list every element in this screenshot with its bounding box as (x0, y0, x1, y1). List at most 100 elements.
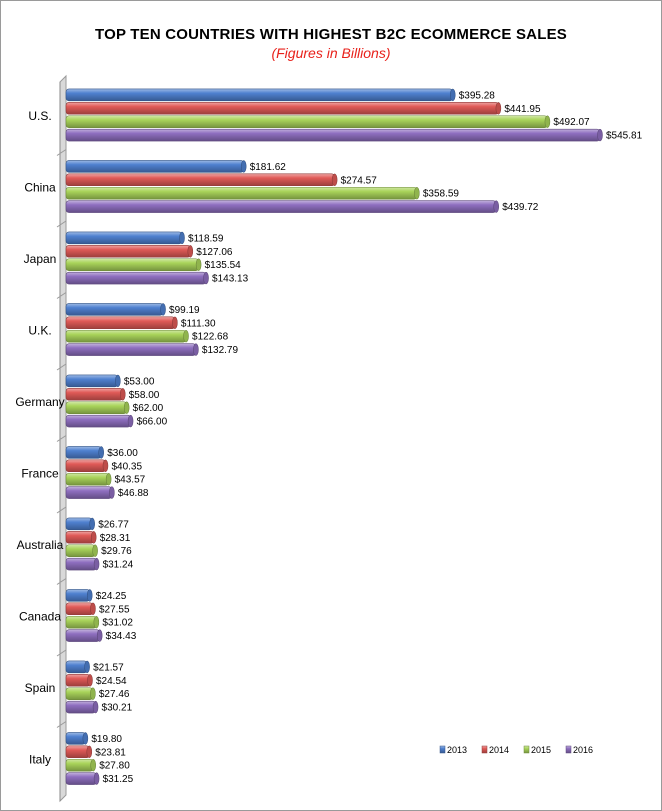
bar-2016 (65, 557, 97, 571)
bar-end-cap (93, 616, 100, 629)
data-label: $66.00 (137, 417, 168, 428)
category-label: U.K. (28, 323, 51, 337)
bar-2013 (65, 732, 86, 745)
bar-end-cap (84, 660, 90, 674)
bar-2015 (65, 115, 548, 128)
bar-2015 (65, 329, 187, 343)
bar-2015 (65, 544, 96, 557)
category-tick (56, 649, 67, 657)
bar-end-cap (193, 343, 199, 356)
bar-end-cap (203, 271, 209, 285)
bar-2015 (65, 186, 418, 200)
category-tick (56, 292, 67, 299)
data-label: $492.07 (553, 117, 590, 128)
data-label: $118.59 (188, 233, 224, 244)
bar-end-cap (90, 531, 97, 544)
bar-end-cap (187, 245, 194, 258)
data-label: $111.30 (181, 318, 216, 329)
bar-2013 (65, 231, 183, 245)
bar-end-cap (89, 517, 95, 531)
bar-end-cap (127, 414, 134, 428)
bar-end-cap (449, 88, 456, 102)
data-label: $135.54 (205, 260, 242, 271)
bar-2015 (65, 258, 199, 271)
bar-end-cap (92, 544, 98, 557)
bar-end-cap (93, 557, 100, 571)
bar-2016 (65, 486, 113, 499)
bar-end-cap (172, 316, 178, 329)
bar-2016 (65, 772, 97, 785)
data-label: $99.19 (169, 305, 200, 316)
bar-end-cap (93, 772, 100, 785)
bar-end-cap (90, 602, 96, 615)
bar-2016 (65, 700, 96, 714)
bar-2016 (65, 629, 100, 642)
bar-2013 (65, 446, 102, 459)
bar-2014 (65, 531, 94, 544)
bar-2014 (65, 245, 191, 258)
category-tick (56, 578, 67, 585)
data-label: $23.81 (95, 747, 126, 758)
bar-end-cap (92, 700, 99, 714)
category-tick (56, 435, 67, 442)
data-label: $36.00 (107, 448, 138, 459)
data-label: $58.00 (129, 390, 160, 401)
legend-label: 2016 (573, 745, 593, 755)
bar-2014 (65, 316, 176, 330)
bar-2013 (65, 88, 454, 102)
data-label: $395.28 (459, 90, 496, 101)
data-label: $127.06 (196, 247, 233, 258)
bar-end-cap (96, 629, 103, 642)
category-label: Australia (17, 538, 64, 552)
data-label: $122.68 (192, 332, 229, 343)
bar-end-cap (597, 128, 603, 142)
bar-2016 (65, 271, 207, 285)
bar-end-cap (414, 187, 420, 200)
data-label: $545.81 (606, 131, 643, 142)
bar-end-cap (493, 200, 499, 213)
category-label: Japan (24, 252, 57, 266)
bar-2016 (65, 200, 497, 213)
category-tick (56, 149, 67, 156)
data-label: $30.21 (102, 703, 133, 714)
bar-end-cap (119, 388, 126, 401)
category-tick (56, 363, 67, 371)
bar-2014 (65, 745, 90, 759)
legend-swatch-2013 (439, 745, 446, 754)
bar-end-cap (183, 330, 189, 343)
legend-swatch-2016 (565, 745, 572, 754)
data-label: $24.54 (96, 676, 127, 687)
legend-label: 2015 (531, 745, 551, 755)
data-label: $31.24 (103, 560, 134, 571)
bar-2013 (65, 303, 164, 316)
bar-2015 (65, 401, 127, 414)
bar-2013 (65, 374, 119, 388)
data-label: $439.72 (502, 202, 539, 213)
bar-end-cap (240, 160, 247, 173)
legend-label: 2013 (447, 745, 467, 755)
legend-swatch-2015 (523, 745, 530, 754)
bar-2015 (65, 472, 109, 486)
bar-end-cap (115, 374, 121, 388)
category-label: France (21, 466, 59, 480)
bar-end-cap (495, 102, 502, 115)
bar-end-cap (102, 459, 109, 472)
bar-2015 (65, 758, 94, 772)
category-label: Italy (29, 752, 51, 766)
data-label: $31.02 (102, 618, 133, 629)
data-label: $24.25 (96, 591, 127, 602)
bar-end-cap (123, 401, 130, 414)
data-label: $274.57 (341, 175, 378, 186)
bar-2013 (65, 160, 244, 173)
data-label: $31.25 (103, 774, 134, 785)
category-tick (56, 220, 67, 228)
bar-2014 (65, 602, 94, 616)
bar-end-cap (90, 687, 96, 700)
data-label: $26.77 (98, 519, 129, 530)
data-label: $43.57 (115, 475, 146, 486)
bar-end-cap (87, 674, 93, 687)
category-label: Spain (25, 681, 56, 695)
bar-2014 (65, 388, 124, 401)
bar-end-cap (179, 231, 185, 245)
